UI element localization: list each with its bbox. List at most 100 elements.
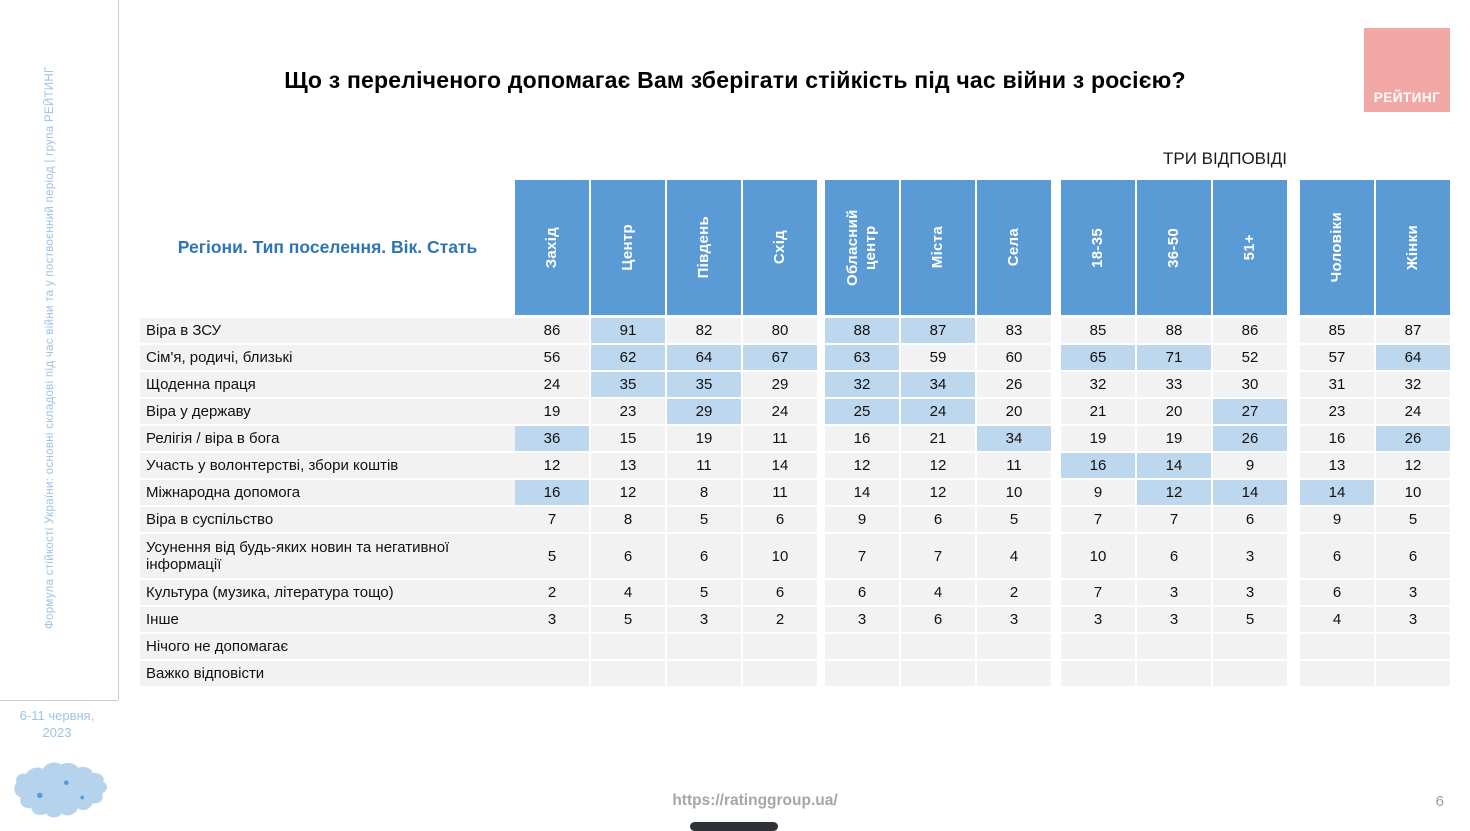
value-cell: 7 <box>1061 580 1135 605</box>
group-spacer <box>1287 507 1300 532</box>
group-spacer <box>817 180 825 315</box>
group-spacer <box>1287 180 1300 315</box>
value-cell: 71 <box>1137 345 1211 370</box>
table-row: Віра в ЗСУ 86 91 82 80 88 87 83 85 88 86 85 87 <box>140 318 1450 343</box>
value-cell: 64 <box>667 345 741 370</box>
value-cell: 10 <box>977 480 1051 505</box>
group-spacer <box>1287 480 1300 505</box>
value-cell <box>1137 661 1211 686</box>
value-cell: 3 <box>825 607 899 632</box>
value-cell: 20 <box>1137 399 1211 424</box>
column-header-label: Села <box>1005 228 1022 267</box>
table-row: Нічого не допомагає <box>140 634 1450 659</box>
row-label: Віра у державу <box>140 399 515 424</box>
value-cell: 16 <box>1061 453 1135 478</box>
value-cell: 3 <box>1137 580 1211 605</box>
value-cell: 11 <box>743 480 817 505</box>
column-header-label: Центр <box>619 224 636 271</box>
ukraine-map-graphic <box>14 762 107 818</box>
value-cell: 5 <box>1376 507 1450 532</box>
group-spacer <box>1287 607 1300 632</box>
value-cell <box>1061 634 1135 659</box>
value-cell <box>1300 634 1374 659</box>
value-cell: 85 <box>1061 318 1135 343</box>
value-cell: 2 <box>743 607 817 632</box>
value-cell: 63 <box>825 345 899 370</box>
group-spacer <box>817 634 825 659</box>
row-label: Усунення від будь-яких новин та негативн… <box>140 534 515 578</box>
value-cell <box>901 661 975 686</box>
value-cell: 3 <box>1213 580 1287 605</box>
value-cell: 15 <box>591 426 665 451</box>
value-cell: 11 <box>977 453 1051 478</box>
value-cell <box>1376 634 1450 659</box>
value-cell: 87 <box>1376 318 1450 343</box>
value-cell: 9 <box>1061 480 1135 505</box>
value-group: 24 35 35 29 <box>515 372 817 397</box>
value-cell: 3 <box>977 607 1051 632</box>
group-spacer <box>1287 534 1300 578</box>
value-group <box>1061 634 1287 659</box>
value-cell: 64 <box>1376 345 1450 370</box>
table-row: Релігія / віра в бога 36 15 19 11 16 21 34 19 19 2… <box>140 426 1450 451</box>
value-cell <box>1137 634 1211 659</box>
value-group: 16 14 9 <box>1061 453 1287 478</box>
value-cell: 30 <box>1213 372 1287 397</box>
value-cell: 8 <box>667 480 741 505</box>
value-cell: 34 <box>901 372 975 397</box>
column-header-label: Південь <box>695 216 712 279</box>
value-group: 56 62 64 67 <box>515 345 817 370</box>
value-cell: 12 <box>591 480 665 505</box>
group-spacer <box>1287 426 1300 451</box>
value-cell: 21 <box>901 426 975 451</box>
table-row: Важко відповісти <box>140 661 1450 686</box>
value-cell: 7 <box>825 534 899 578</box>
group-spacer <box>1051 634 1061 659</box>
column-header: Села <box>977 180 1051 315</box>
group-spacer <box>1051 180 1061 315</box>
header-group: Захід Центр Південь Схід <box>515 180 817 315</box>
value-cell: 23 <box>591 399 665 424</box>
value-group <box>825 634 1051 659</box>
value-cell: 26 <box>1376 426 1450 451</box>
value-group <box>515 634 817 659</box>
group-spacer <box>1051 453 1061 478</box>
value-cell: 10 <box>743 534 817 578</box>
row-label: Релігія / віра в бога <box>140 426 515 451</box>
value-cell <box>825 661 899 686</box>
group-spacer <box>1287 453 1300 478</box>
value-cell: 6 <box>591 534 665 578</box>
value-cell <box>743 661 817 686</box>
value-cell: 25 <box>825 399 899 424</box>
value-cell: 35 <box>667 372 741 397</box>
group-spacer <box>817 480 825 505</box>
column-header-label: Обласний центр <box>844 209 879 286</box>
value-cell: 4 <box>1300 607 1374 632</box>
footer-url-link[interactable]: https://ratinggroup.ua/ <box>672 792 838 809</box>
value-group: 57 64 <box>1300 345 1450 370</box>
value-cell: 86 <box>515 318 589 343</box>
value-cell: 2 <box>977 580 1051 605</box>
value-cell: 3 <box>515 607 589 632</box>
value-cell: 60 <box>977 345 1051 370</box>
sidebar-vertical-title: Формула стійкості України: основні склад… <box>44 66 56 629</box>
value-cell: 6 <box>667 534 741 578</box>
value-cell: 59 <box>901 345 975 370</box>
value-cell <box>977 661 1051 686</box>
value-cell: 6 <box>1300 580 1374 605</box>
value-group: 36 15 19 11 <box>515 426 817 451</box>
group-spacer <box>1051 661 1061 686</box>
value-cell: 85 <box>1300 318 1374 343</box>
group-spacer <box>1051 372 1061 397</box>
row-label: Культура (музика, література тощо) <box>140 580 515 605</box>
value-cell: 19 <box>667 426 741 451</box>
value-cell: 65 <box>1061 345 1135 370</box>
value-group: 65 71 52 <box>1061 345 1287 370</box>
